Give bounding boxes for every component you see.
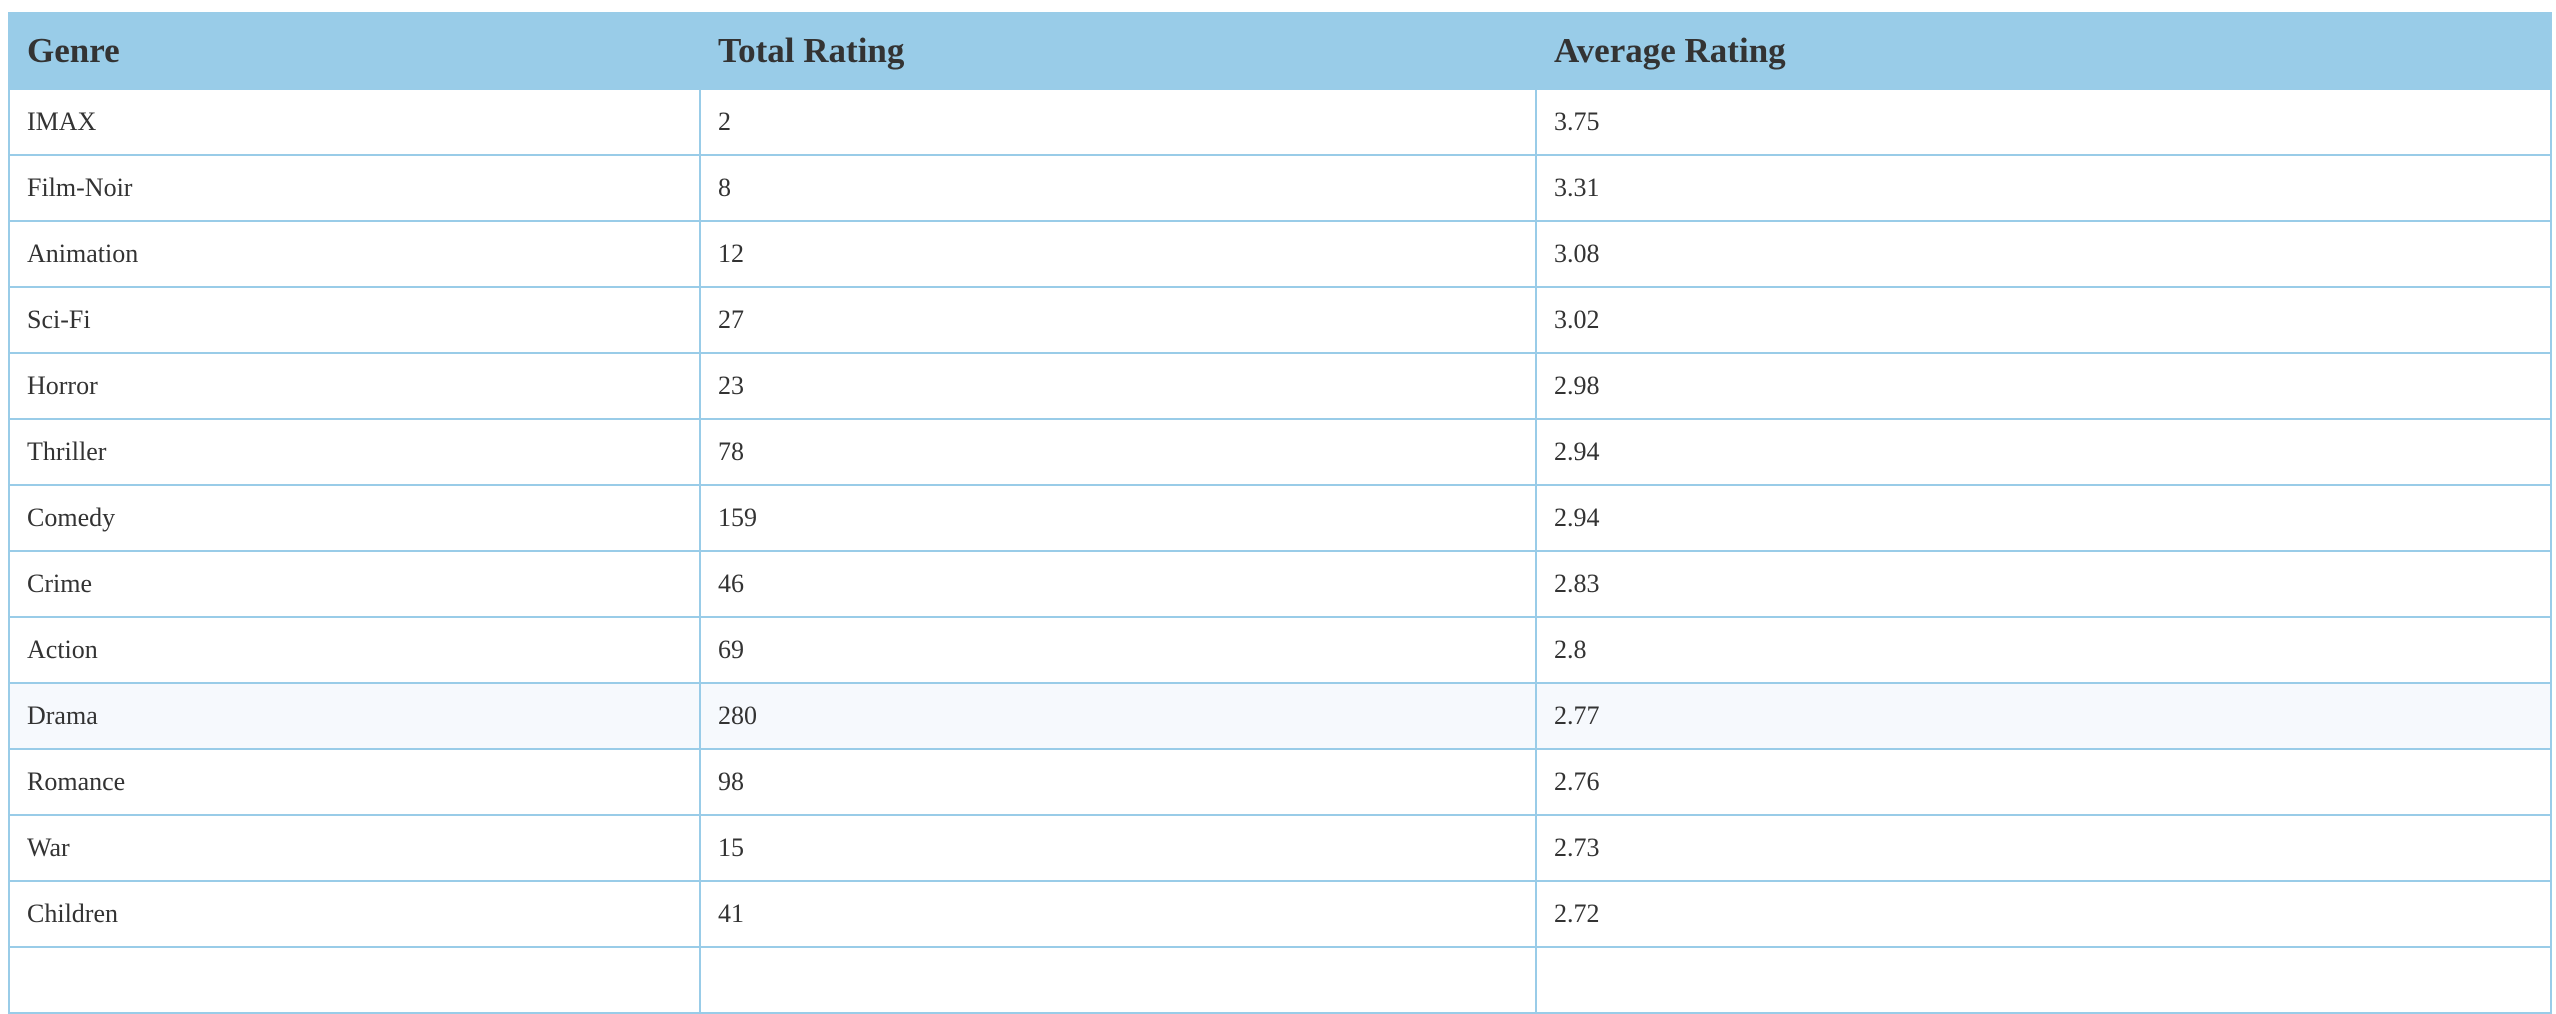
- table-row: Animation 12 3.08: [8, 220, 2552, 288]
- total-rating-cell: 27: [699, 286, 1537, 354]
- average-rating-cell: 3.31: [1535, 154, 2552, 222]
- table-row: Crime 46 2.83: [8, 550, 2552, 618]
- table-row: Drama 280 2.77: [8, 682, 2552, 750]
- table-row: [8, 946, 2552, 1014]
- total-rating-cell: 98: [699, 748, 1537, 816]
- average-rating-cell: 2.76: [1535, 748, 2552, 816]
- average-rating-cell: 2.94: [1535, 484, 2552, 552]
- total-rating-cell: 69: [699, 616, 1537, 684]
- average-rating-cell: 2.77: [1535, 682, 2552, 750]
- genre-cell: Film-Noir: [8, 154, 701, 222]
- genre-cell: Crime: [8, 550, 701, 618]
- total-rating-column-header[interactable]: Total Rating: [699, 12, 1537, 90]
- total-rating-cell: 159: [699, 484, 1537, 552]
- genre-cell: Drama: [8, 682, 701, 750]
- total-rating-cell: 41: [699, 880, 1537, 948]
- average-rating-cell: 3.08: [1535, 220, 2552, 288]
- average-rating-cell: [1535, 946, 2552, 1014]
- total-rating-cell: 2: [699, 88, 1537, 156]
- average-rating-cell: 2.94: [1535, 418, 2552, 486]
- genre-rating-table: Genre Total Rating Average Rating IMAX 2…: [8, 12, 2552, 1014]
- table-row: Romance 98 2.76: [8, 748, 2552, 816]
- average-rating-cell: 2.72: [1535, 880, 2552, 948]
- genre-cell: Comedy: [8, 484, 701, 552]
- genre-cell: Horror: [8, 352, 701, 420]
- table-row: War 15 2.73: [8, 814, 2552, 882]
- table-header-row: Genre Total Rating Average Rating: [8, 12, 2552, 90]
- average-rating-column-header[interactable]: Average Rating: [1535, 12, 2552, 90]
- table-row: Comedy 159 2.94: [8, 484, 2552, 552]
- average-rating-cell: 2.73: [1535, 814, 2552, 882]
- table-row: Children 41 2.72: [8, 880, 2552, 948]
- genre-rating-table-container: Genre Total Rating Average Rating IMAX 2…: [8, 12, 2552, 1014]
- genre-cell: Animation: [8, 220, 701, 288]
- genre-cell: Romance: [8, 748, 701, 816]
- genre-cell: Action: [8, 616, 701, 684]
- average-rating-cell: 2.8: [1535, 616, 2552, 684]
- table-row: Sci-Fi 27 3.02: [8, 286, 2552, 354]
- genre-cell: Thriller: [8, 418, 701, 486]
- table-row: Horror 23 2.98: [8, 352, 2552, 420]
- table-row: Thriller 78 2.94: [8, 418, 2552, 486]
- total-rating-cell: 12: [699, 220, 1537, 288]
- genre-cell: [8, 946, 701, 1014]
- genre-cell: Sci-Fi: [8, 286, 701, 354]
- total-rating-cell: 8: [699, 154, 1537, 222]
- genre-column-header[interactable]: Genre: [8, 12, 701, 90]
- table-row: IMAX 2 3.75: [8, 88, 2552, 156]
- table-row: Action 69 2.8: [8, 616, 2552, 684]
- average-rating-cell: 2.83: [1535, 550, 2552, 618]
- total-rating-cell: 46: [699, 550, 1537, 618]
- total-rating-cell: 23: [699, 352, 1537, 420]
- average-rating-cell: 2.98: [1535, 352, 2552, 420]
- genre-cell: Children: [8, 880, 701, 948]
- total-rating-cell: 15: [699, 814, 1537, 882]
- total-rating-cell: 78: [699, 418, 1537, 486]
- genre-cell: War: [8, 814, 701, 882]
- genre-cell: IMAX: [8, 88, 701, 156]
- average-rating-cell: 3.75: [1535, 88, 2552, 156]
- total-rating-cell: 280: [699, 682, 1537, 750]
- total-rating-cell: [699, 946, 1537, 1014]
- average-rating-cell: 3.02: [1535, 286, 2552, 354]
- table-row: Film-Noir 8 3.31: [8, 154, 2552, 222]
